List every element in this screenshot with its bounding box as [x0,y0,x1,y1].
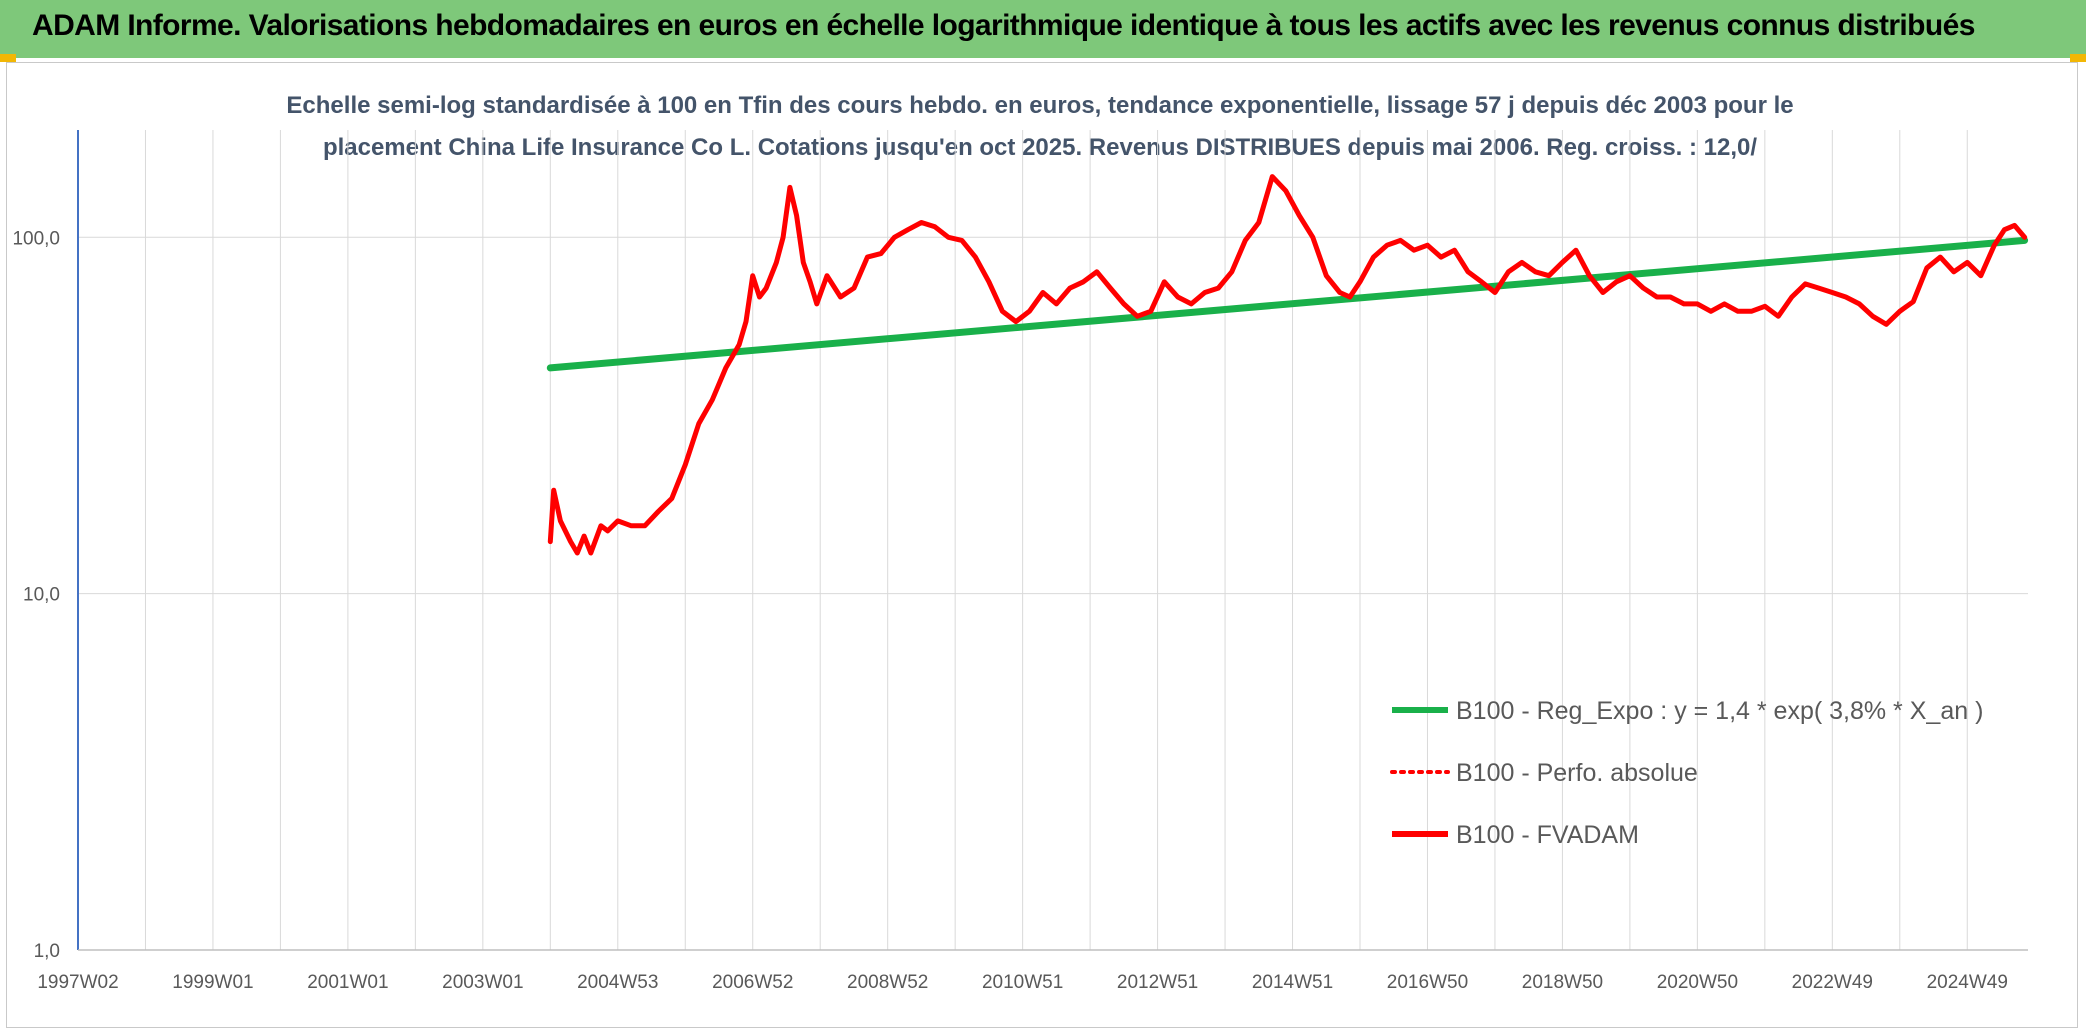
axes: 1,0 10,0 100,0 1997W02 1999W01 2001W01 2003W01… [12,130,2028,993]
chart-title-line-1: Echelle semi-log standardisée à 100 en T… [286,92,1793,119]
series-line-trend [546,236,2029,372]
series-line-fvadam [547,174,2028,556]
corner-marker-left [0,54,16,62]
header-bar: ADAM Informe. Valorisations hebdomadaire… [0,0,2086,58]
legend: B100 - Reg_Expo : y = 1,4 * exp( 3,8% * … [1390,697,1983,849]
y-tick-label: 100,0 [12,228,60,249]
y-tick-label: 1,0 [34,941,60,962]
x-tick-label: 2004W53 [577,972,658,993]
x-tick-label: 2018W50 [1522,972,1603,993]
x-tick-label: 2012W51 [1117,972,1198,993]
chart-title-line-2: placement China Life Insurance Co L. Cot… [323,134,1757,161]
x-tick-label: 2014W51 [1252,972,1333,993]
series-layer [546,174,2029,556]
x-tick-label: 1999W01 [172,972,253,993]
x-tick-label: 2006W52 [712,972,793,993]
corner-marker-right [2070,54,2086,62]
x-tick-label: 2024W49 [1927,972,2008,993]
chart-frame [6,62,2078,1028]
x-tick-label: 2016W50 [1387,972,1468,993]
x-tick-label: 2003W01 [442,972,523,993]
x-tick-label: 2010W51 [982,972,1063,993]
x-tick-label: 2020W50 [1657,972,1738,993]
legend-entry-trend-label: B100 - Reg_Expo : y = 1,4 * exp( 3,8% * … [1456,697,1983,725]
y-tick-label: 10,0 [23,585,60,606]
x-tick-label: 2001W01 [307,972,388,993]
legend-entry-fvadam-label: B100 - FVADAM [1456,821,1639,849]
grid [77,130,2028,950]
x-tick-label: 2022W49 [1792,972,1873,993]
x-tick-label: 2008W52 [847,972,928,993]
x-tick-label: 1997W02 [37,972,118,993]
legend-entry-perf-label: B100 - Perfo. absolue [1456,759,1698,787]
page-title: ADAM Informe. Valorisations hebdomadaire… [32,9,1975,42]
